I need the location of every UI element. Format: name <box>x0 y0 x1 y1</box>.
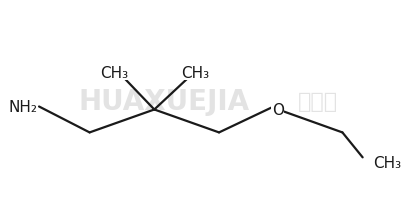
Text: 化学加: 化学加 <box>298 92 338 112</box>
Text: NH₂: NH₂ <box>8 100 37 114</box>
Text: HUAXUEJIA: HUAXUEJIA <box>79 88 250 116</box>
Text: CH₃: CH₃ <box>100 65 128 80</box>
Text: O: O <box>272 102 284 118</box>
Text: CH₃: CH₃ <box>181 65 209 80</box>
Text: CH₃: CH₃ <box>373 155 401 170</box>
